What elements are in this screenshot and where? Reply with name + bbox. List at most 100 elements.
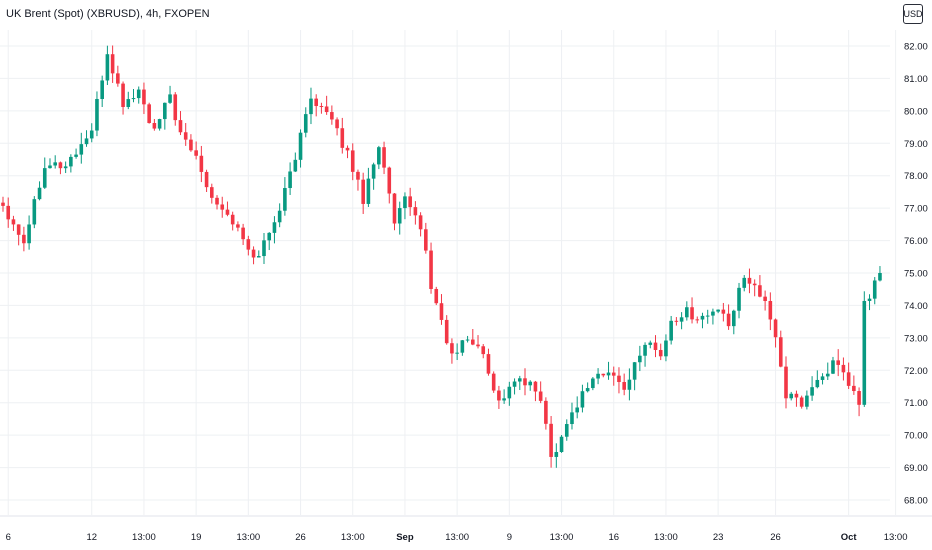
candle <box>784 356 788 409</box>
currency-button[interactable]: USD <box>903 4 923 24</box>
candle <box>444 315 449 345</box>
price-axis[interactable]: 82.00 81.00 80.00 79.00 78.00 77.00 76.00 75.00… <box>904 42 928 507</box>
candle <box>298 129 303 168</box>
candle <box>747 268 752 294</box>
candle <box>502 389 506 404</box>
candlestick-series <box>1 45 882 468</box>
candle <box>293 152 298 173</box>
candle <box>350 143 355 181</box>
candle <box>491 371 496 393</box>
candle <box>758 275 762 298</box>
candle <box>528 380 533 391</box>
candle <box>136 86 141 104</box>
candle <box>820 373 825 385</box>
y-tick-label: 74.00 <box>904 301 928 312</box>
candle <box>204 169 209 193</box>
candle <box>465 335 470 343</box>
candle <box>481 343 486 359</box>
x-tick-label: 13:00 <box>445 532 469 543</box>
candle <box>309 87 313 125</box>
candle <box>497 385 501 409</box>
candle <box>653 335 658 358</box>
y-tick-label: 77.00 <box>904 204 928 215</box>
candle <box>189 134 193 152</box>
candle <box>283 177 287 216</box>
candle <box>89 123 94 143</box>
candle <box>95 91 99 137</box>
candle <box>768 292 773 331</box>
candle <box>554 443 559 468</box>
candle <box>267 232 272 251</box>
candle <box>523 368 527 396</box>
time-axis[interactable]: 6 12 13:00 19 13:00 26 13:00 Sep 13:00 9 13:00 16 13… <box>0 515 932 543</box>
candle <box>63 161 68 174</box>
candle <box>742 275 747 292</box>
candle <box>852 375 856 395</box>
x-tick-label: 19 <box>191 532 202 543</box>
candle <box>42 157 47 189</box>
y-tick-label: 81.00 <box>904 74 928 85</box>
candle <box>726 304 731 330</box>
y-tick-label: 79.00 <box>904 139 928 150</box>
candle <box>418 212 423 237</box>
candle <box>857 387 861 417</box>
candle <box>392 192 397 231</box>
candle <box>272 216 277 244</box>
candle <box>69 154 73 173</box>
x-tick-label: 13:00 <box>654 532 678 543</box>
candle <box>53 155 57 169</box>
candle <box>450 338 454 364</box>
y-tick-label: 75.00 <box>904 269 928 280</box>
candle <box>643 342 647 367</box>
candle <box>544 397 548 430</box>
candle <box>126 91 131 110</box>
x-tick-label: 6 <box>6 532 11 543</box>
candle <box>32 196 37 229</box>
candle <box>810 376 814 401</box>
candle <box>335 117 339 136</box>
y-tick-label: 73.00 <box>904 333 928 344</box>
candle <box>507 381 512 406</box>
candle <box>763 290 767 311</box>
candle <box>778 330 783 368</box>
y-tick-label: 72.00 <box>904 366 928 377</box>
candle <box>408 187 412 216</box>
x-tick-label: 26 <box>295 532 306 543</box>
candle <box>486 348 491 376</box>
candle <box>100 75 104 107</box>
chart-gridlines <box>0 30 897 515</box>
candle <box>705 309 710 324</box>
candle <box>58 161 63 175</box>
y-tick-label: 78.00 <box>904 171 928 182</box>
candle <box>152 119 157 131</box>
candle <box>638 345 642 372</box>
candle <box>27 215 31 250</box>
x-tick-label: Sep <box>396 532 414 543</box>
candle <box>371 162 376 190</box>
candle <box>575 396 579 419</box>
candle <box>319 102 324 114</box>
candle <box>549 416 553 468</box>
candle <box>669 315 673 345</box>
candle <box>168 85 172 104</box>
candle <box>256 250 261 258</box>
candle <box>330 105 334 125</box>
candle <box>805 390 809 410</box>
candle <box>664 334 668 362</box>
candle <box>585 382 590 393</box>
candle <box>721 302 726 322</box>
candle <box>288 162 292 195</box>
candle <box>345 145 350 159</box>
candle <box>340 117 345 154</box>
candle <box>236 221 240 232</box>
candle <box>658 343 663 361</box>
candle <box>220 196 225 218</box>
candle <box>439 294 444 325</box>
y-tick-label: 70.00 <box>904 431 928 442</box>
candle <box>429 242 433 294</box>
candle <box>617 367 621 394</box>
candle <box>210 183 214 204</box>
candle <box>387 166 392 204</box>
candle <box>538 381 543 404</box>
